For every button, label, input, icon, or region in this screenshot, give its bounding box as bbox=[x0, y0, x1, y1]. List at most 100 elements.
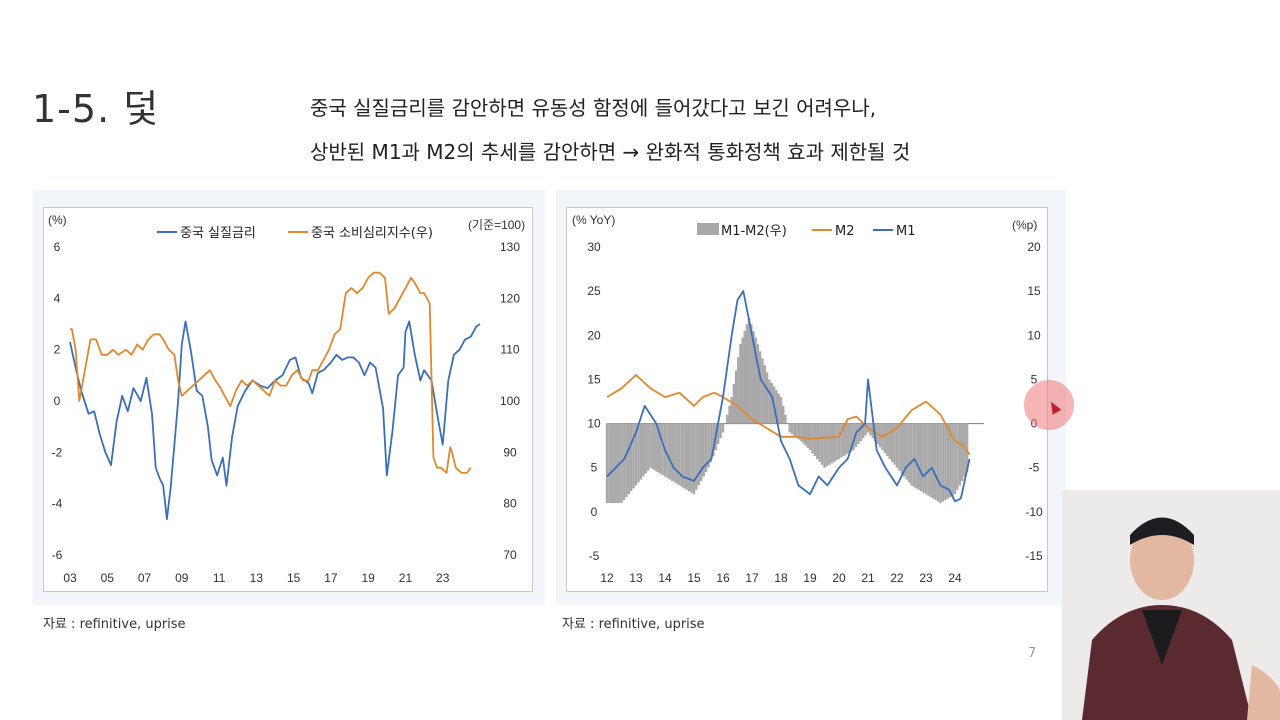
right-chart-x-tick-label: 12 bbox=[600, 571, 614, 585]
right-chart-bar-m1-m2 bbox=[690, 423, 693, 493]
right-chart-bar-m1-m2 bbox=[752, 330, 755, 424]
right-chart-bar-m1-m2 bbox=[893, 423, 896, 465]
left-chart-source: 자료 : refinitive, uprise bbox=[43, 617, 186, 632]
right-chart-bar-m1-m2 bbox=[912, 423, 916, 487]
right-chart-bar-m1-m2 bbox=[637, 423, 640, 483]
right-chart-bar-m1-m2 bbox=[890, 423, 894, 462]
left-chart-series-line-consumer-sentiment bbox=[70, 271, 472, 474]
left-chart-x-tick-label: 03 bbox=[63, 571, 77, 585]
right-chart-bar-m1-m2 bbox=[837, 423, 841, 459]
right-chart-bar-m1-m2 bbox=[649, 423, 652, 468]
right-chart-bar-m1-m2 bbox=[946, 423, 949, 499]
right-chart-bar-m1-m2 bbox=[730, 397, 733, 424]
right-chart-bar-m1-m2 bbox=[741, 337, 744, 424]
right-chart-y-right-tick-label: -15 bbox=[1025, 549, 1043, 563]
right-chart-bar-m1-m2 bbox=[632, 423, 635, 489]
right-chart-x-tick-label: 13 bbox=[629, 571, 643, 585]
right-chart-bar-m1-m2 bbox=[835, 423, 838, 461]
right-chart-bar-m1-m2 bbox=[924, 423, 928, 495]
cursor-highlight bbox=[1024, 380, 1074, 430]
right-chart-bar-m1-m2 bbox=[800, 423, 803, 442]
right-chart-x-tick-label: 14 bbox=[658, 571, 672, 585]
right-chart-bar-m1-m2 bbox=[627, 423, 630, 495]
right-chart-bar-m1-m2 bbox=[622, 423, 626, 501]
left-chart-x-tick-label: 07 bbox=[138, 571, 152, 585]
right-chart-bar-m1-m2 bbox=[758, 351, 762, 424]
right-chart-bar-m1-m2 bbox=[639, 423, 643, 480]
right-chart-bar-m1-m2 bbox=[857, 423, 860, 445]
right-chart-y-left-tick-label: 20 bbox=[587, 328, 601, 342]
right-chart-y-right-tick-label: 15 bbox=[1027, 284, 1041, 298]
right-chart-bar-m1-m2 bbox=[768, 379, 771, 424]
right-chart-bar-m1-m2 bbox=[934, 423, 937, 501]
right-chart-bar-m1-m2 bbox=[779, 397, 783, 424]
right-chart-y-left-tick-label: 15 bbox=[587, 372, 601, 386]
right-chart-bar-m1-m2 bbox=[668, 423, 672, 480]
left-chart-x-tick-label: 09 bbox=[175, 571, 189, 585]
left-chart-x-tick-label: 11 bbox=[213, 571, 226, 585]
right-chart-bar-m1-m2 bbox=[739, 344, 742, 424]
right-chart-bar-m1-m2 bbox=[754, 337, 757, 424]
right-chart-y-left-tick-label: 5 bbox=[591, 461, 598, 475]
right-chart-y-left-tick-label: 25 bbox=[587, 284, 601, 298]
right-chart-bar-m1-m2 bbox=[651, 423, 655, 470]
right-chart-bar-m1-m2 bbox=[951, 423, 954, 496]
right-chart-bar-m1-m2 bbox=[654, 423, 657, 471]
right-chart-bar-m1-m2 bbox=[804, 423, 807, 446]
left-chart-right-axis-label: (기준=100) bbox=[468, 218, 525, 232]
right-chart-bar-m1-m2 bbox=[745, 324, 749, 424]
right-chart-bar-m1-m2 bbox=[915, 423, 918, 489]
right-chart-y-left-tick-label: 10 bbox=[587, 417, 601, 431]
right-chart-bar-m1-m2 bbox=[948, 423, 952, 498]
right-chart-bar-m1-m2 bbox=[712, 423, 715, 456]
right-chart-x-tick-label: 24 bbox=[948, 571, 962, 585]
right-chart-bar-m1-m2 bbox=[842, 423, 846, 456]
right-chart-series-line-m1 bbox=[606, 290, 971, 503]
left-chart-series-line-real-rate bbox=[69, 320, 481, 520]
right-chart-x-tick-label: 18 bbox=[774, 571, 788, 585]
right-chart-bar-m1-m2 bbox=[788, 423, 791, 433]
right-chart-y-left-tick-label: 30 bbox=[587, 240, 601, 254]
right-chart-bar-m1-m2 bbox=[734, 370, 738, 424]
left-chart-y-right-tick-label: 120 bbox=[500, 291, 520, 305]
left-chart-x-tick-label: 17 bbox=[324, 571, 338, 585]
right-chart-bar-m1-m2 bbox=[795, 423, 798, 438]
right-chart-y-right-tick-label: 20 bbox=[1027, 240, 1041, 254]
right-chart-bar-m1-m2 bbox=[775, 390, 778, 424]
subtitle-line-2: 상반된 M1과 M2의 추세를 감안하면 → 완화적 통화정책 효과 제한될 것 bbox=[310, 140, 911, 164]
subtitle-line-1: 중국 실질금리를 감안하면 유동성 함정에 들어갔다고 보긴 어려우나, bbox=[310, 96, 877, 120]
left-chart-y-left-tick-label: 0 bbox=[54, 394, 61, 408]
right-chart-bar-m1-m2 bbox=[634, 423, 638, 486]
left-chart-y-left-tick-label: 4 bbox=[54, 291, 61, 305]
right-chart-bar-m1-m2 bbox=[849, 423, 853, 452]
right-chart-bar-m1-m2 bbox=[898, 423, 901, 471]
right-chart-bar-m1-m2 bbox=[793, 423, 796, 436]
right-chart-x-tick-label: 20 bbox=[832, 571, 846, 585]
right-chart-bar-m1-m2 bbox=[695, 423, 698, 490]
right-chart-bar-m1-m2 bbox=[965, 423, 969, 473]
right-chart-x-tick-label: 15 bbox=[687, 571, 701, 585]
right-chart-bar-m1-m2 bbox=[719, 423, 722, 439]
right-chart-legend-label: M1 bbox=[896, 224, 916, 239]
left-chart-x-tick-label: 05 bbox=[101, 571, 115, 585]
right-chart-bar-m1-m2 bbox=[784, 414, 787, 424]
right-chart-bar-m1-m2 bbox=[790, 423, 794, 435]
right-chart-bar-m1-m2 bbox=[919, 423, 923, 492]
right-chart-bar-m1-m2 bbox=[673, 423, 676, 483]
right-chart-bar-m1-m2 bbox=[806, 423, 810, 448]
right-chart-source: 자료 : refinitive, uprise bbox=[562, 617, 705, 632]
right-chart-bar-m1-m2 bbox=[907, 423, 911, 483]
right-chart-bar-m1-m2 bbox=[936, 423, 940, 502]
right-chart-bar-m1-m2 bbox=[797, 423, 801, 440]
left-chart-y-right-tick-label: 80 bbox=[503, 497, 517, 511]
right-chart-bar-m1-m2 bbox=[629, 423, 633, 492]
right-chart-bar-m1-m2 bbox=[743, 330, 746, 424]
right-chart-x-tick-label: 16 bbox=[716, 571, 730, 585]
right-chart-legend-swatch bbox=[697, 223, 719, 235]
right-chart-bar-m1-m2 bbox=[642, 423, 645, 477]
right-chart-bar-m1-m2 bbox=[958, 423, 962, 486]
right-chart-bar-m1-m2 bbox=[813, 423, 817, 456]
right-chart-bar-m1-m2 bbox=[656, 423, 659, 473]
right-chart-y-left-tick-label: 0 bbox=[591, 505, 598, 519]
